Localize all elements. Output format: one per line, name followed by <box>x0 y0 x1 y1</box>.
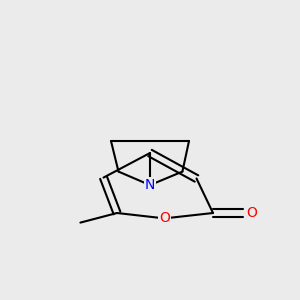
Text: O: O <box>159 212 170 225</box>
Text: N: N <box>145 178 155 192</box>
Text: O: O <box>247 206 257 220</box>
